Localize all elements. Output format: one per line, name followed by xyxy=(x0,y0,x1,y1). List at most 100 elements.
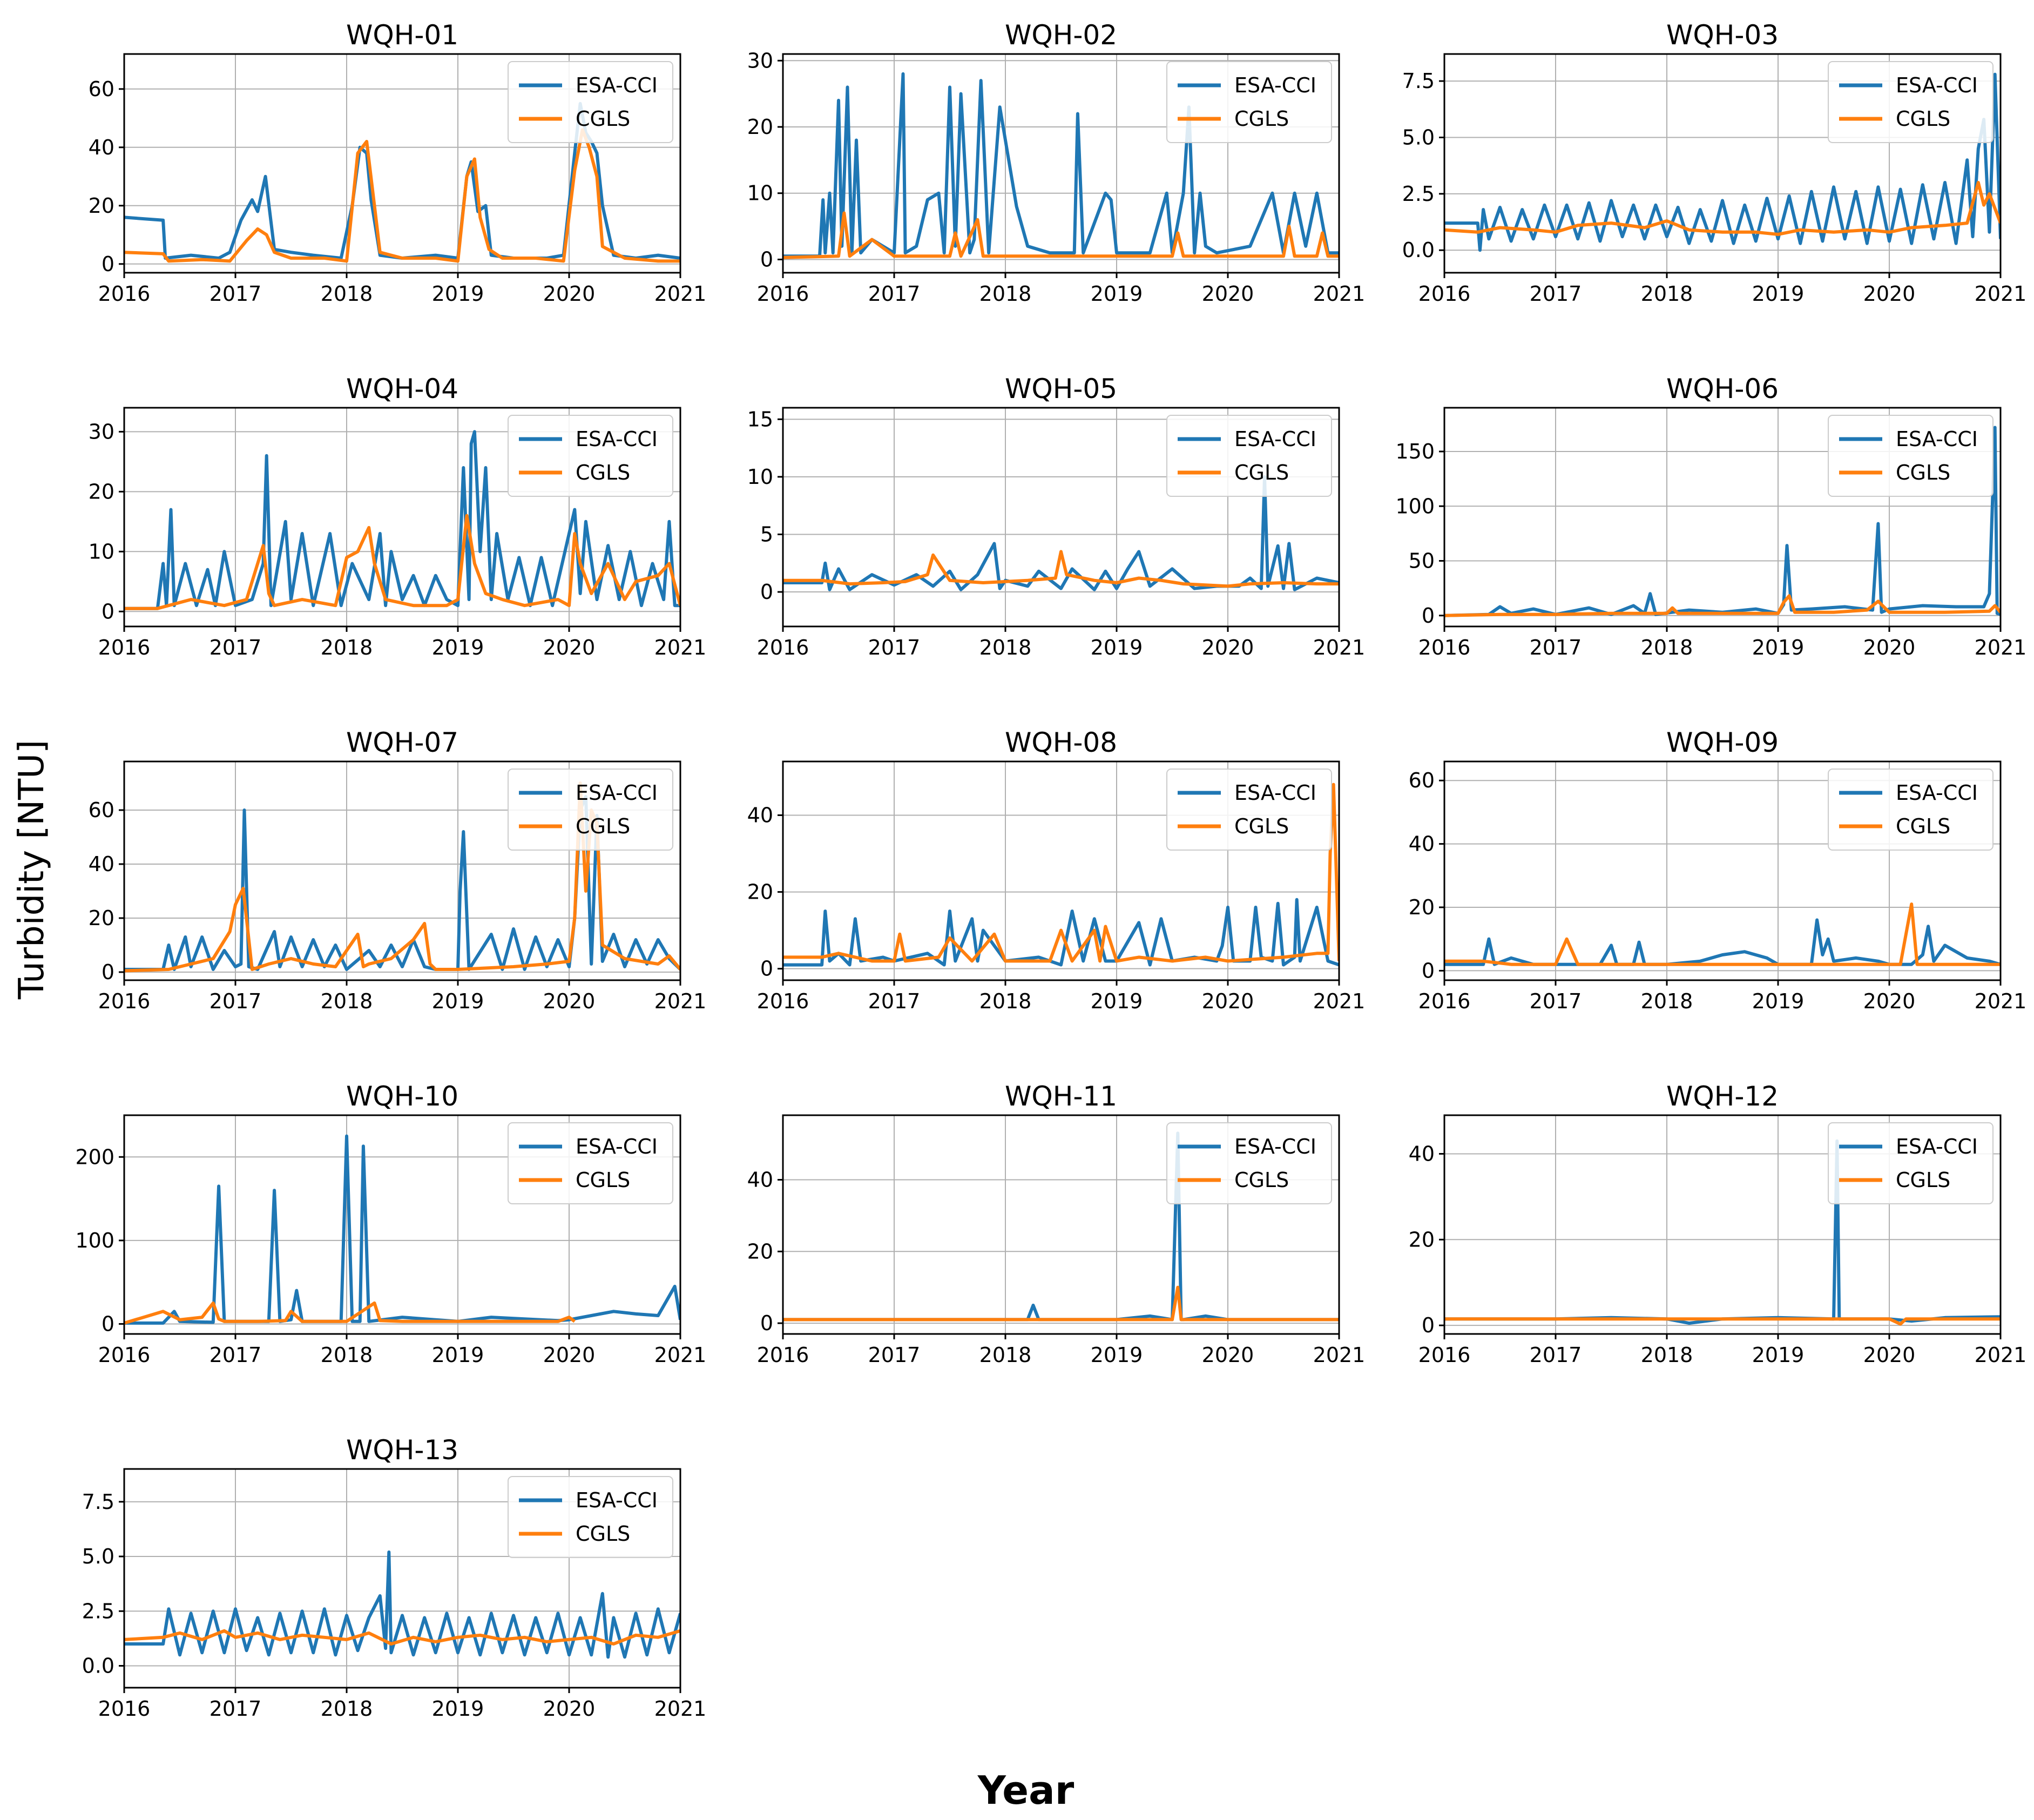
series-line-cgls xyxy=(783,211,1339,259)
x-tick-label: 2017 xyxy=(1530,989,1582,1013)
plot-frame xyxy=(1443,1114,2002,1335)
series-line-esa-cci xyxy=(783,898,1339,967)
y-tick-label: 5.0 xyxy=(1402,125,1435,149)
y-tick-label: 7.5 xyxy=(82,1490,114,1514)
plot-frame xyxy=(123,407,681,628)
x-tick-label: 2019 xyxy=(1091,1343,1143,1367)
y-tick-label: 0 xyxy=(102,1312,114,1336)
panel-wqh-11: WQH-11 2016 2017 2018 2019 2020 2021 0 20 40 ESA-C… xyxy=(747,1081,1366,1367)
panel-wqh-05: WQH-05 2016 2017 2018 2019 2020 2021 0 5 10 15 ESA-… xyxy=(747,373,1366,659)
y-tick-label: 20 xyxy=(1409,895,1435,919)
plot-frame xyxy=(1443,53,2002,274)
y-tick-label: 0 xyxy=(1422,959,1435,982)
x-tick-label: 2021 xyxy=(654,1697,707,1721)
x-tick-label: 2020 xyxy=(1202,636,1254,659)
panel-title: WQH-13 xyxy=(346,1434,458,1466)
plot-frame xyxy=(123,760,681,981)
legend-label: CGLS xyxy=(576,107,630,131)
y-tick-label: 60 xyxy=(1409,769,1435,792)
x-tick-label: 2016 xyxy=(98,1697,151,1721)
panel-wqh-12: WQH-12 2016 2017 2018 2019 2020 2021 0 20 40 ESA-C… xyxy=(1409,1081,2027,1367)
legend-box xyxy=(1828,769,1994,851)
legend-box xyxy=(508,1476,673,1558)
panel-title: WQH-09 xyxy=(1666,727,1779,758)
x-tick-label: 2021 xyxy=(1313,282,1366,306)
x-tick-label: 2017 xyxy=(868,636,921,659)
legend-label: ESA-CCI xyxy=(1234,73,1316,97)
x-tick-label: 2018 xyxy=(1641,989,1693,1013)
x-tick-label: 2019 xyxy=(432,1697,484,1721)
plot-frame xyxy=(1443,407,2002,628)
x-tick-label: 2019 xyxy=(432,282,484,306)
panel-title: WQH-03 xyxy=(1666,19,1779,51)
y-tick-label: 10 xyxy=(747,181,773,205)
y-tick-label: 40 xyxy=(89,136,114,159)
x-tick-label: 2017 xyxy=(210,1343,262,1367)
plot-frame xyxy=(782,1114,1340,1335)
x-tick-label: 2017 xyxy=(1530,636,1582,659)
panel-title: WQH-05 xyxy=(1005,373,1117,405)
plot-frame xyxy=(123,1468,681,1689)
legend-box xyxy=(508,61,673,143)
y-tick-label: 40 xyxy=(747,1168,773,1192)
x-tick-label: 2018 xyxy=(979,1343,1032,1367)
legend-box xyxy=(1166,61,1332,143)
y-tick-label: 0 xyxy=(1422,1313,1435,1337)
y-tick-label: 20 xyxy=(89,906,114,930)
x-tick-label: 2016 xyxy=(98,989,151,1013)
plot-frame xyxy=(1443,760,2002,981)
x-tick-label: 2020 xyxy=(1202,989,1254,1013)
x-tick-label: 2018 xyxy=(321,282,373,306)
legend-label: CGLS xyxy=(1896,461,1950,484)
y-tick-label: 60 xyxy=(89,798,114,822)
x-tick-label: 2016 xyxy=(757,1343,809,1367)
x-tick-label: 2016 xyxy=(98,1343,151,1367)
y-tick-label: 2.5 xyxy=(1402,182,1435,206)
x-tick-label: 2019 xyxy=(1752,282,1805,306)
legend-box xyxy=(508,769,673,851)
y-tick-label: 20 xyxy=(89,194,114,218)
y-tick-label: 2.5 xyxy=(82,1599,114,1623)
x-tick-label: 2019 xyxy=(432,989,484,1013)
x-tick-label: 2020 xyxy=(543,989,596,1013)
x-tick-label: 2021 xyxy=(1975,282,2027,306)
legend-box xyxy=(1166,769,1332,851)
series-line-cgls xyxy=(1444,902,2001,966)
x-tick-label: 2018 xyxy=(979,636,1032,659)
plot-frame xyxy=(123,53,681,274)
x-tick-label: 2016 xyxy=(98,282,151,306)
series-line-esa-cci xyxy=(124,430,680,610)
legend-box xyxy=(508,1122,673,1204)
legend-label: CGLS xyxy=(1896,1168,1950,1192)
legend: ESA-CCI CGLS xyxy=(508,61,673,143)
legend-label: CGLS xyxy=(576,814,630,838)
x-tick-label: 2016 xyxy=(1418,1343,1471,1367)
legend-label: CGLS xyxy=(576,461,630,484)
y-tick-label: 50 xyxy=(1409,549,1435,573)
legend: ESA-CCI CGLS xyxy=(1166,1122,1332,1204)
legend: ESA-CCI CGLS xyxy=(508,769,673,851)
y-tick-label: 0.0 xyxy=(1402,238,1435,262)
x-tick-label: 2020 xyxy=(1863,282,1916,306)
legend: ESA-CCI CGLS xyxy=(508,415,673,497)
x-tick-label: 2018 xyxy=(321,989,373,1013)
legend: ESA-CCI CGLS xyxy=(508,1476,673,1558)
x-tick-label: 2017 xyxy=(210,1697,262,1721)
series-line-cgls xyxy=(1444,181,2001,236)
x-tick-label: 2021 xyxy=(1313,636,1366,659)
legend-label: ESA-CCI xyxy=(576,427,658,451)
x-tick-label: 2016 xyxy=(1418,636,1471,659)
x-tick-label: 2019 xyxy=(1091,989,1143,1013)
x-tick-label: 2021 xyxy=(1313,989,1366,1013)
x-tick-label: 2016 xyxy=(1418,282,1471,306)
series-line-esa-cci xyxy=(1444,72,2001,252)
series-line-cgls xyxy=(124,1301,576,1325)
x-tick-label: 2021 xyxy=(1975,1343,2027,1367)
x-tick-label: 2018 xyxy=(979,282,1032,306)
y-tick-label: 7.5 xyxy=(1402,69,1435,93)
x-tick-label: 2020 xyxy=(543,1343,596,1367)
x-tick-label: 2019 xyxy=(1752,636,1805,659)
x-tick-label: 2018 xyxy=(1641,282,1693,306)
